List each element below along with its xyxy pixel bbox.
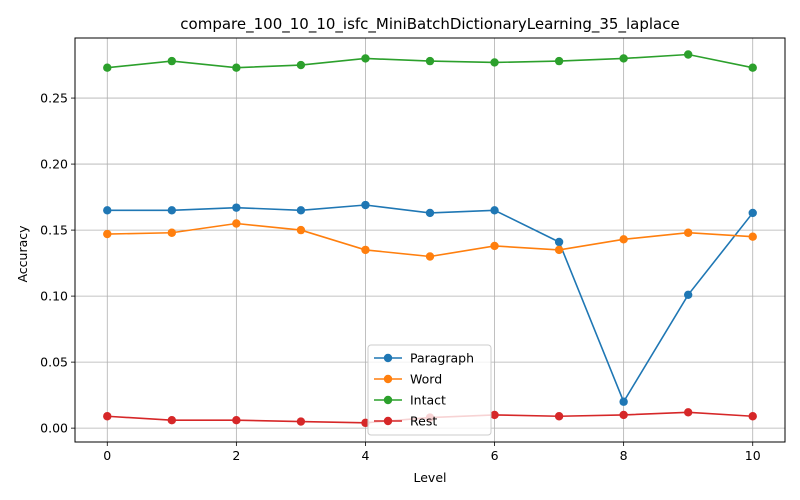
data-point-rest [619,410,628,420]
data-point-paragraph [167,206,177,215]
y-axis-ticks: 0.00 0.05 0.10 0.15 0.20 0.25 [40,91,75,436]
series-paragraph [103,200,757,406]
x-axis-ticks: 0 2 4 6 8 10 [103,442,761,463]
data-point-intact [683,50,693,59]
data-point-intact [103,63,112,72]
data-point-paragraph [619,397,628,406]
legend-item-paragraph: Paragraph [374,351,474,366]
legend-swatch-marker [383,395,393,405]
data-point-intact [296,60,306,70]
series-layer [103,50,757,428]
legend: Paragraph Word Intact Rest [367,344,492,436]
data-point-word [103,229,112,239]
x-axis-label: Level [414,470,447,485]
data-point-word [361,245,370,255]
data-point-intact [619,54,628,63]
data-point-paragraph [296,206,306,215]
data-point-intact [425,56,435,66]
data-point-rest [748,412,757,421]
y-tick-label: 0.25 [40,91,68,106]
data-point-paragraph [748,208,757,218]
data-point-intact [490,58,499,67]
y-tick-label: 0.15 [40,223,68,238]
data-point-paragraph [361,200,370,210]
data-point-rest [103,412,112,421]
data-point-word [490,241,499,251]
y-tick-label: 0.10 [40,289,68,304]
data-point-rest [554,412,564,421]
series-word [103,219,757,261]
x-tick-label: 2 [232,448,240,463]
legend-swatch-marker [383,416,393,426]
data-point-rest [232,416,241,425]
data-point-intact [554,56,564,66]
data-point-word [232,219,241,228]
series-intact [103,50,757,72]
legend-item-word: Word [374,372,442,387]
plot-frame [74,37,786,443]
legend-item-rest: Rest [374,414,437,429]
series-line-word [107,222,753,258]
data-point-intact [361,54,370,63]
x-tick-label: 0 [103,448,111,463]
y-tick-label: 0.05 [40,355,68,370]
legend-label: Paragraph [410,351,474,366]
legend-label: Rest [410,414,437,429]
data-point-rest [296,417,306,426]
data-point-paragraph [103,206,112,215]
data-point-word [167,228,177,237]
data-point-paragraph [490,206,499,215]
data-point-word [425,252,435,261]
data-point-word [619,235,628,244]
legend-swatch-marker [383,374,393,384]
legend-swatch-marker [383,353,393,363]
data-point-rest [490,410,499,420]
data-point-paragraph [683,290,693,299]
y-axis-label: Accuracy [15,225,30,283]
data-point-paragraph [425,208,435,218]
data-point-intact [748,63,757,72]
data-point-word [554,245,564,255]
data-point-paragraph [554,237,564,247]
data-point-word [296,225,306,235]
legend-box [367,344,492,436]
data-point-rest [683,408,693,417]
data-point-paragraph [232,203,241,212]
x-tick-label: 4 [361,448,369,463]
data-point-rest [167,416,177,425]
legend-item-intact: Intact [374,393,446,408]
x-tick-label: 10 [745,448,761,463]
data-point-word [748,232,757,241]
data-point-intact [232,63,241,72]
data-point-intact [167,56,177,66]
y-tick-label: 0.00 [40,421,68,436]
legend-label: Word [410,372,442,387]
chart-title: compare_100_10_10_isfc_MiniBatchDictiona… [180,15,679,34]
data-point-word [683,228,693,237]
y-tick-label: 0.20 [40,157,68,172]
x-tick-label: 8 [620,448,628,463]
legend-label: Intact [410,393,446,408]
x-tick-label: 6 [491,448,499,463]
